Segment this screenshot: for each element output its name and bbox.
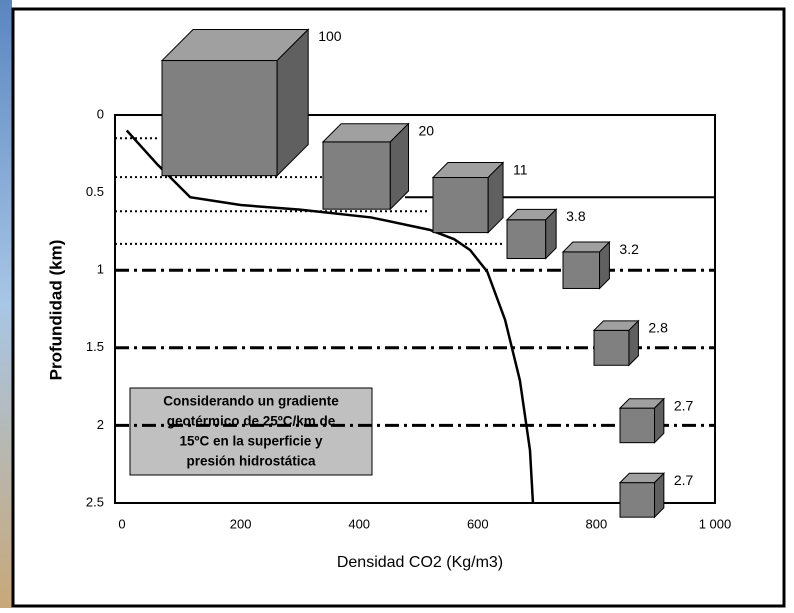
y-tick-label: 1 <box>97 262 104 277</box>
cube-front <box>507 220 546 259</box>
cube-label: 2.7 <box>674 472 694 488</box>
x-tick-label: 0 <box>118 516 125 531</box>
cube-front <box>594 330 629 365</box>
annotation-text: 15ºC en la superficie y <box>180 434 323 449</box>
cube <box>620 399 664 443</box>
cube-label: 20 <box>418 122 434 138</box>
annotation-text: presión hidrostática <box>186 454 316 469</box>
y-axis-label: Profundidad (km) <box>46 240 65 381</box>
frame <box>13 9 784 606</box>
cube <box>563 242 609 288</box>
y-tick-label: 2 <box>97 417 104 432</box>
cube-front <box>162 61 277 176</box>
cube-front <box>620 483 655 518</box>
y-tick-label: 0.5 <box>86 184 104 199</box>
cube-label: 100 <box>318 28 342 44</box>
cube <box>162 29 308 175</box>
cube <box>433 163 503 233</box>
cube-label: 11 <box>513 161 528 177</box>
cube <box>323 124 408 209</box>
annotation-text: Considerando un gradiente <box>163 394 339 409</box>
x-tick-label: 200 <box>230 516 252 531</box>
annotation-text: geotérmico de 25ºC/km de <box>167 414 336 429</box>
x-tick-label: 600 <box>467 516 489 531</box>
x-axis-label: Densidad CO2 (Kg/m3) <box>337 554 503 571</box>
cube-front <box>323 142 390 209</box>
chart: Densidad CO2 (Kg/m3) Profundidad (km) 02… <box>0 0 794 608</box>
cube <box>620 473 664 517</box>
page: {"chart_data": { "type": "line", "x_labe… <box>0 0 794 608</box>
y-tick-label: 0 <box>97 106 104 121</box>
x-tick-label: 1 000 <box>699 516 732 531</box>
cube <box>594 321 638 365</box>
cube-label: 3.2 <box>619 241 639 257</box>
cube-front <box>620 408 655 443</box>
cube <box>507 209 556 258</box>
cube-label: 3.8 <box>566 208 586 224</box>
x-tick-label: 400 <box>348 516 370 531</box>
cube-front <box>563 252 600 289</box>
background-strip <box>0 0 12 608</box>
cube-label: 2.8 <box>648 320 668 336</box>
cube-front <box>433 177 488 232</box>
cube-label: 2.7 <box>674 398 694 414</box>
y-tick-label: 1.5 <box>86 339 104 354</box>
y-tick-label: 2.5 <box>86 494 104 509</box>
x-tick-label: 800 <box>586 516 608 531</box>
